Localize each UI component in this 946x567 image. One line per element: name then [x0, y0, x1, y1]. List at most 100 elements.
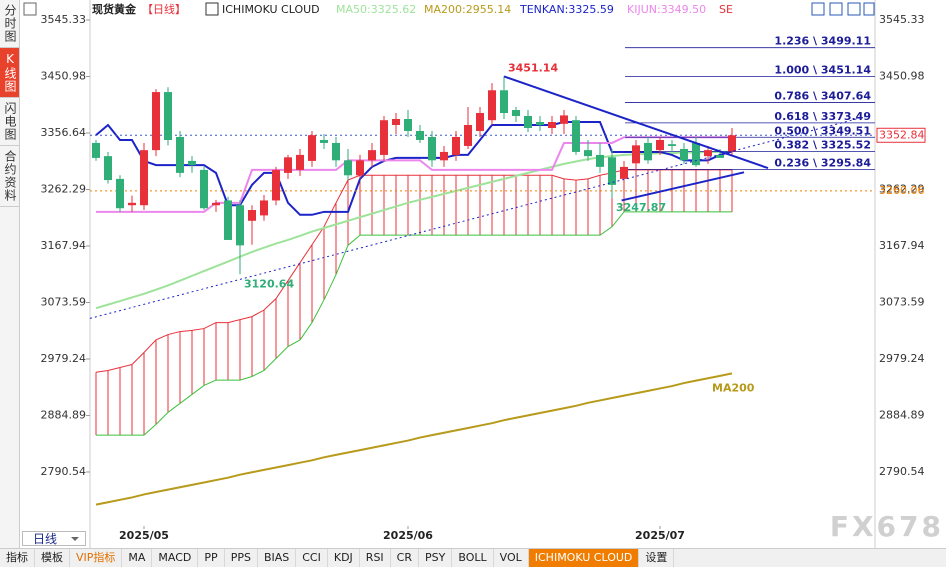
header-icon[interactable] [23, 2, 37, 16]
y2-tick-label: 2884.89 [879, 408, 925, 421]
y-tick-label: 3073.59 [41, 295, 87, 308]
candle-body [116, 178, 124, 209]
toolbar-item[interactable]: 模板 [35, 549, 70, 567]
legend-entry: MA50:3325.62 [336, 3, 416, 16]
fib-label: 0.236 \ 3295.84 [774, 156, 871, 169]
settings-icon[interactable] [863, 2, 875, 16]
candle-body [476, 113, 484, 131]
candle-body [104, 156, 112, 181]
y-tick-label: 3262.29 [41, 182, 87, 195]
candle-body [692, 142, 700, 166]
candle-body [296, 154, 304, 170]
sidebar: 分时图 K线图 闪电图 合约资料 [0, 0, 20, 548]
candle-body [260, 200, 268, 216]
annotation: MA200 [712, 381, 755, 394]
legend-entry: TENKAN:3325.59 [519, 3, 614, 16]
candle-body [644, 142, 652, 161]
candle-body [620, 166, 628, 179]
toolbar-item[interactable]: BIAS [258, 549, 297, 567]
sidebar-tab[interactable]: 合约资料 [0, 146, 19, 207]
y2-tick-label: 3545.33 [879, 13, 925, 26]
indicator-line [95, 372, 733, 506]
candle-body [440, 151, 448, 161]
toolbar-item[interactable]: 设置 [639, 549, 675, 567]
trendline [503, 75, 769, 170]
y2-tick-label: 3167.94 [879, 239, 925, 252]
y-tick-label: 3167.94 [41, 239, 87, 252]
fib-label: 0.500 \ 3349.51 [774, 124, 871, 137]
candle-body [716, 154, 724, 158]
candle-body [380, 120, 388, 155]
toolbar-item[interactable]: MACD [152, 549, 199, 567]
toolbar-item[interactable]: PPS [225, 549, 258, 567]
toolbar-item[interactable]: KDJ [328, 549, 360, 567]
toolbar-item[interactable]: CR [391, 549, 419, 567]
indicator-icon[interactable] [205, 2, 219, 16]
sidebar-tab[interactable]: 分时图 [0, 0, 19, 48]
candle-body [488, 90, 496, 121]
indicator-line [95, 150, 733, 310]
toolbar-item[interactable]: CCI [296, 549, 328, 567]
toolbar-item[interactable]: PSY [419, 549, 453, 567]
cloud-lower [96, 211, 732, 436]
candle-body [524, 116, 532, 128]
legend-entry: SE [719, 3, 733, 16]
candle-body [128, 202, 136, 206]
candle-body [272, 169, 280, 201]
candle-body [404, 119, 412, 131]
candle-body [188, 160, 196, 166]
sidebar-tab[interactable]: 闪电图 [0, 98, 19, 146]
candle-body [680, 148, 688, 161]
y2-tick-label: 2790.54 [879, 465, 925, 478]
fib-label: 0.786 \ 3407.64 [774, 89, 871, 102]
chart: 现货黄金 【日线】 ICHIMOKU CLOUD FX678 3545.33 35… [23, 0, 941, 548]
toolbar-item[interactable]: MA [122, 549, 153, 567]
trendline [621, 171, 745, 202]
fib-label: 1.000 \ 3451.14 [774, 63, 871, 76]
candle-body [164, 92, 172, 140]
price-label: 3352.84 [879, 128, 925, 141]
fit-icon[interactable] [847, 2, 861, 16]
candle-body [428, 136, 436, 161]
candle-body [632, 145, 640, 164]
period-select[interactable]: 日线 [22, 531, 86, 546]
fib-label: 0.618 \ 3373.49 [774, 110, 871, 123]
candle-body [500, 90, 508, 114]
toolbar-item[interactable]: BOLL [452, 549, 494, 567]
candle-body [548, 121, 556, 128]
candle-body [728, 135, 736, 152]
zoom-icon[interactable] [829, 2, 843, 16]
candle-body [368, 150, 376, 161]
price-box [876, 127, 926, 143]
sidebar-tab[interactable]: K线图 [0, 48, 19, 98]
candle-body [560, 115, 568, 124]
candle-body [356, 160, 364, 176]
y-tick-label: 3356.64 [41, 126, 87, 139]
candle-body [212, 202, 220, 206]
candle-body [416, 130, 424, 140]
candle-body [308, 135, 316, 161]
price-label: 3260.06 [879, 184, 925, 197]
candle-body [392, 119, 400, 125]
toolbar-item[interactable]: RSI [360, 549, 391, 567]
y-tick-label: 2979.24 [41, 352, 87, 365]
annotation: 3451.14 [508, 61, 558, 74]
toolbar-item[interactable]: PP [198, 549, 225, 567]
candle-body [236, 205, 244, 246]
annotation: 3120.64 [244, 277, 294, 290]
candle-body [152, 92, 160, 151]
symbol: 现货黄金 [92, 2, 137, 16]
toolbar-item[interactable]: VOL [494, 549, 529, 567]
candle-body [572, 120, 580, 152]
toolbar-item[interactable]: VIP指标 [70, 549, 123, 567]
candle-body [656, 139, 664, 151]
toolbar-item[interactable]: ICHIMOKU CLOUD [528, 549, 640, 567]
toolbar-item[interactable]: 指标 [0, 549, 35, 567]
zoom-icon[interactable] [811, 2, 825, 16]
y2-tick-label: 3262.29 [879, 182, 925, 195]
x-tick-label: 2025/05 [119, 529, 169, 542]
candle-body [452, 136, 460, 155]
candle-body [200, 169, 208, 209]
candle-body [512, 110, 520, 117]
toolbar: 指标 模板 VIP指标 MA MACD PP PPS BIAS CCI KDJ RSI CR PSY BO… [0, 548, 946, 567]
